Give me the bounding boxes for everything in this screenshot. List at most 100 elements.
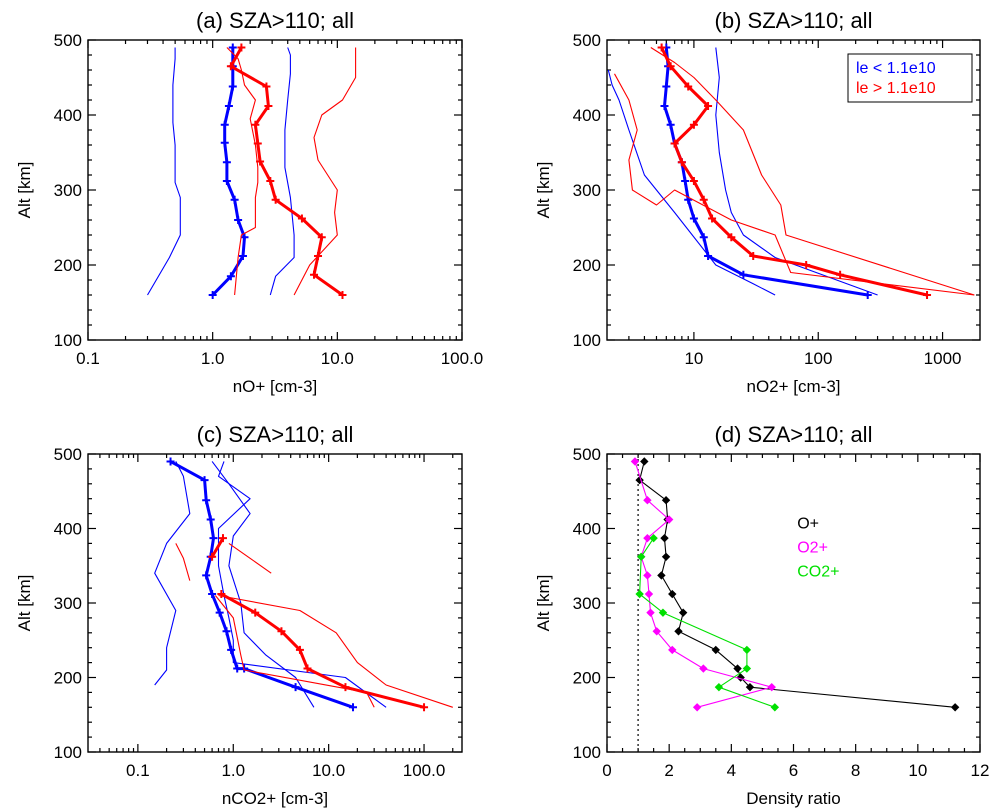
data-point <box>660 533 669 543</box>
x-tick-label: 12 <box>971 761 990 780</box>
x-tick-label: 10.0 <box>312 761 345 780</box>
data-point <box>226 272 235 281</box>
x-axis-title: nO+ [cm-3] <box>233 377 318 396</box>
y-axis-title: Alt [km] <box>534 575 553 632</box>
data-point <box>689 177 698 185</box>
y-tick-label: 100 <box>573 331 601 350</box>
series-line-red <box>175 543 191 581</box>
data-point <box>662 82 671 91</box>
y-tick-label: 100 <box>573 743 601 762</box>
data-point <box>664 515 674 524</box>
data-point <box>253 139 262 148</box>
legend: le < 1.1e10 le > 1.1e10 <box>847 53 973 103</box>
data-point <box>636 552 646 562</box>
data-point <box>661 552 671 562</box>
data-point <box>166 457 175 466</box>
data-point <box>708 214 717 223</box>
data-point <box>635 475 644 485</box>
series-group <box>607 43 975 299</box>
data-point <box>349 703 358 712</box>
y-tick-label: 100 <box>54 331 82 350</box>
y-tick-label: 500 <box>573 31 601 50</box>
plot-frame <box>606 453 981 753</box>
data-point <box>666 120 675 129</box>
data-point <box>317 233 326 242</box>
x-tick-label: 2 <box>664 761 673 780</box>
data-point <box>733 664 742 673</box>
data-point <box>256 157 265 166</box>
series-group <box>630 457 960 712</box>
series-line-red <box>214 595 375 708</box>
data-point <box>227 645 236 654</box>
data-point <box>640 457 649 466</box>
x-tick-label: 1.0 <box>221 761 245 780</box>
chart-title: (c) SZA>110; all <box>197 422 354 447</box>
y-tick-label: 200 <box>573 256 601 275</box>
data-point <box>714 682 724 692</box>
data-point <box>338 291 347 299</box>
data-point <box>226 62 235 71</box>
legend-entry: le < 1.1e10 <box>856 60 936 77</box>
data-point <box>237 43 246 52</box>
data-point <box>228 82 237 91</box>
data-point <box>277 627 286 636</box>
series-line-red <box>614 73 975 296</box>
data-point <box>234 216 243 224</box>
series-line-blue <box>154 461 191 686</box>
data-point <box>644 589 654 599</box>
legend: O+ O2+ CO2+ <box>797 516 839 581</box>
data-point <box>262 82 271 91</box>
series-line-blue <box>211 461 315 708</box>
series-line-black <box>639 461 956 708</box>
y-tick-label: 400 <box>573 520 601 539</box>
chart-title: (a) SZA>110; all <box>196 8 354 33</box>
data-point <box>202 571 211 580</box>
x-axis-title: Density ratio <box>746 789 840 808</box>
data-point <box>220 138 229 147</box>
data-point <box>658 608 668 617</box>
data-point <box>303 664 312 673</box>
chart-title: (b) SZA>110; all <box>715 8 873 33</box>
chart-panel-2: (c) SZA>110; all nCO2+ [cm-3] Alt [km] 100 2… <box>15 422 463 808</box>
data-point <box>699 233 708 242</box>
data-point <box>240 233 249 242</box>
y-tick-label: 300 <box>573 594 601 613</box>
data-point <box>228 43 237 52</box>
data-point <box>314 252 323 260</box>
data-point <box>238 252 247 260</box>
data-point <box>209 534 218 543</box>
x-tick-label: 1.0 <box>201 349 225 368</box>
data-point <box>692 703 702 712</box>
y-tick-label: 300 <box>54 181 82 200</box>
x-tick-label: 1000 <box>924 349 962 368</box>
data-point <box>643 495 652 505</box>
data-point <box>222 158 231 167</box>
data-point <box>745 682 755 692</box>
data-point <box>206 515 215 524</box>
data-point <box>863 291 872 299</box>
x-axis-title: nO2+ [cm-3] <box>746 377 840 396</box>
data-point <box>222 627 231 636</box>
series-group <box>147 43 357 299</box>
y-axis-title: Alt [km] <box>15 575 34 632</box>
data-point <box>699 195 708 204</box>
data-point <box>749 252 758 260</box>
series-line-red <box>228 542 272 574</box>
series-group <box>154 457 453 712</box>
y-tick-label: 200 <box>54 256 82 275</box>
x-tick-label: 100.0 <box>441 349 484 368</box>
data-point <box>646 608 655 617</box>
x-tick-label: 4 <box>727 761 736 780</box>
series-line-red <box>210 537 425 709</box>
y-tick-label: 500 <box>54 31 82 50</box>
series-line-red <box>218 594 453 708</box>
data-point <box>674 627 683 636</box>
data-point <box>742 664 752 673</box>
y-axis-title: Alt [km] <box>15 162 34 219</box>
x-tick-label: 8 <box>851 761 860 780</box>
data-point <box>220 120 229 129</box>
data-point <box>767 682 776 692</box>
x-tick-label: 10 <box>908 761 927 780</box>
data-point <box>950 703 960 712</box>
data-point <box>727 233 736 242</box>
